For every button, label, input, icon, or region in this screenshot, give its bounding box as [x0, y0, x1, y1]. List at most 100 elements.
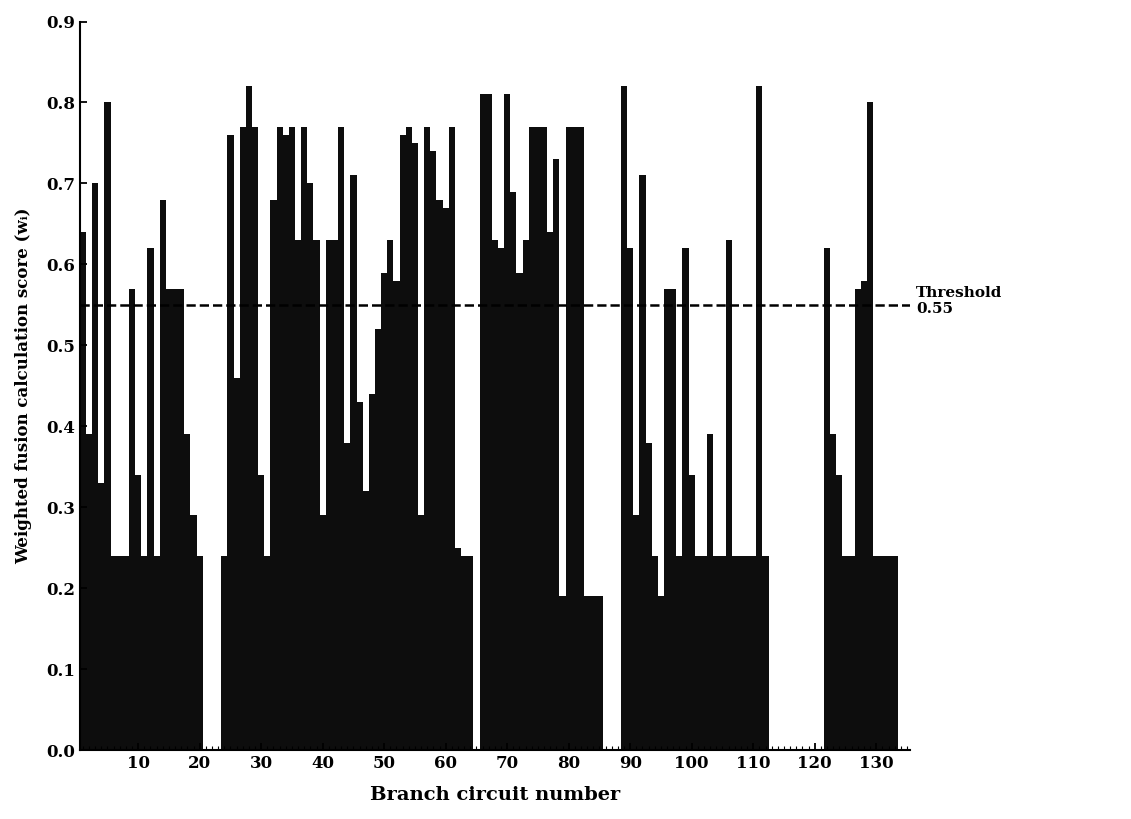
Bar [560, 596, 566, 750]
Bar [480, 94, 485, 750]
Bar [295, 240, 301, 750]
Bar [528, 127, 535, 750]
Bar [387, 240, 394, 750]
Bar [331, 240, 338, 750]
Bar [394, 281, 399, 750]
Bar [375, 329, 381, 750]
Bar [658, 596, 664, 750]
Bar [732, 556, 737, 750]
Bar [166, 289, 172, 750]
Bar [823, 248, 830, 750]
Bar [240, 127, 245, 750]
Bar [406, 127, 412, 750]
Bar [707, 434, 714, 750]
Bar [252, 127, 258, 750]
Bar [369, 394, 375, 750]
Bar [288, 127, 295, 750]
Bar [356, 402, 363, 750]
Bar [492, 240, 498, 750]
Bar [141, 556, 147, 750]
Bar [689, 475, 694, 750]
Bar [467, 556, 474, 750]
Bar [504, 94, 510, 750]
Bar [344, 442, 351, 750]
Bar [258, 475, 265, 750]
Bar [886, 556, 891, 750]
Bar [566, 127, 572, 750]
Bar [424, 127, 430, 750]
Bar [843, 556, 848, 750]
Bar [757, 86, 762, 750]
Bar [836, 475, 843, 750]
Bar [714, 556, 719, 750]
Bar [92, 183, 98, 750]
Bar [737, 556, 744, 750]
Bar [627, 248, 633, 750]
Bar [104, 102, 111, 750]
Bar [320, 515, 326, 750]
Bar [701, 556, 707, 750]
Bar [646, 442, 651, 750]
Bar [418, 515, 424, 750]
Bar [430, 151, 437, 750]
Bar [891, 556, 898, 750]
Bar [449, 127, 455, 750]
Bar [147, 248, 154, 750]
Bar [510, 192, 517, 750]
Bar [596, 596, 603, 750]
Bar [283, 135, 288, 750]
Bar [664, 289, 671, 750]
Bar [184, 434, 190, 750]
Bar [535, 127, 541, 750]
Bar [437, 200, 442, 750]
Bar [694, 556, 701, 750]
Bar [633, 515, 639, 750]
Bar [572, 127, 578, 750]
Bar [523, 240, 528, 750]
Bar [725, 240, 732, 750]
Bar [222, 556, 227, 750]
Bar [879, 556, 886, 750]
Bar [762, 556, 769, 750]
Bar [498, 248, 504, 750]
Bar [197, 556, 202, 750]
Bar [461, 556, 467, 750]
Bar [363, 491, 369, 750]
Bar [190, 515, 197, 750]
Bar [682, 248, 689, 750]
Bar [553, 159, 560, 750]
Bar [313, 240, 320, 750]
Bar [861, 281, 867, 750]
Bar [123, 556, 129, 750]
Bar [676, 556, 682, 750]
Bar [159, 200, 166, 750]
Bar [233, 378, 240, 750]
Bar [412, 143, 418, 750]
Bar [111, 556, 116, 750]
Bar [326, 240, 331, 750]
Bar [301, 127, 308, 750]
Bar [265, 556, 270, 750]
Bar [578, 127, 584, 750]
Bar [744, 556, 750, 750]
Bar [541, 127, 547, 750]
Bar [517, 273, 523, 750]
Bar [277, 127, 283, 750]
Text: Threshold
0.55: Threshold 0.55 [916, 286, 1002, 316]
Bar [399, 135, 406, 750]
Bar [855, 289, 861, 750]
Bar [98, 483, 104, 750]
Bar [116, 556, 123, 750]
Bar [270, 200, 277, 750]
Bar [639, 175, 646, 750]
Bar [179, 289, 184, 750]
Bar [154, 556, 159, 750]
Bar [86, 434, 92, 750]
Bar [80, 232, 86, 750]
Bar [651, 556, 658, 750]
Bar [381, 273, 387, 750]
Bar [245, 86, 252, 750]
Bar [338, 127, 344, 750]
Bar [848, 556, 855, 750]
Bar [873, 556, 879, 750]
